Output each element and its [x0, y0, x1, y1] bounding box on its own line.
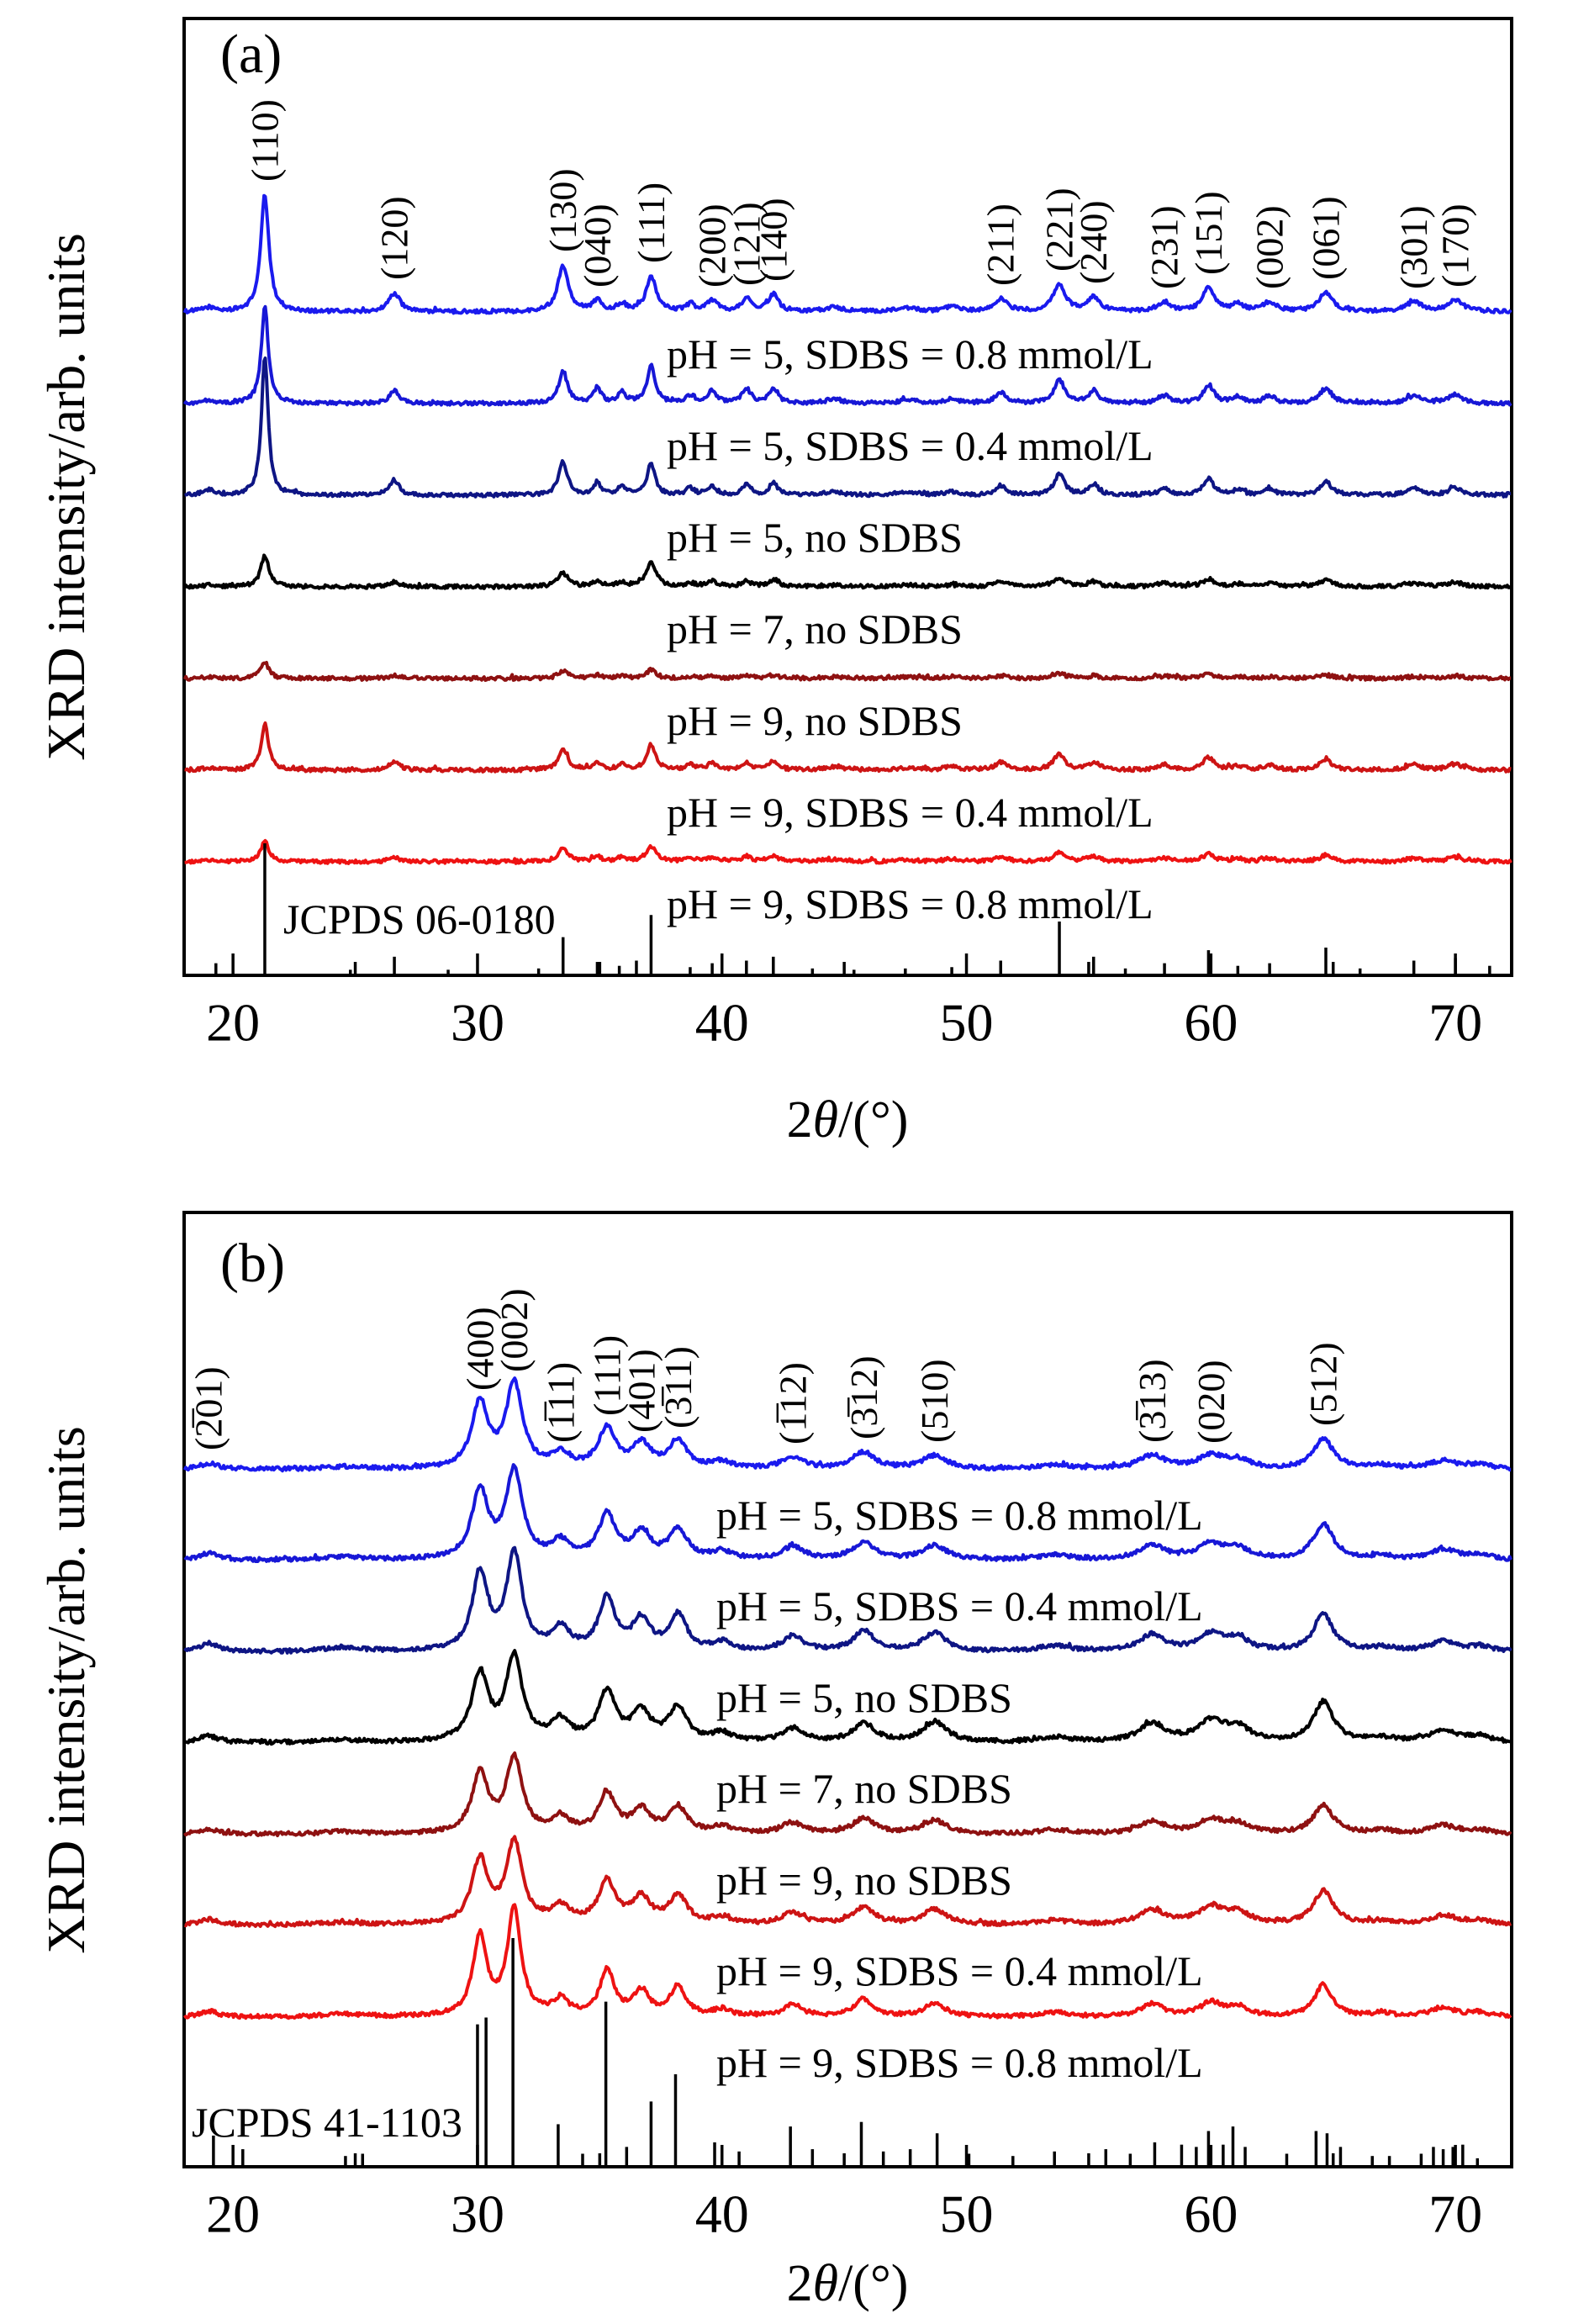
peak-label: (512): [1302, 1342, 1345, 1426]
curve-label: pH = 9, SDBS = 0.4 mmol/L: [716, 1947, 1203, 1994]
peak-label: (231): [1143, 205, 1186, 289]
x-tick-label: 20: [206, 2184, 260, 2244]
x-tick-label: 30: [451, 2184, 504, 2244]
panel-b-ylabel: XRD intensity/arb. units: [36, 1426, 96, 1954]
peak-label: (151): [1187, 191, 1230, 275]
panel-b-letter: (b): [220, 1233, 285, 1294]
peak-label: (121): [725, 202, 768, 286]
peak-label: (1̅12): [772, 1362, 815, 1445]
panel-b-plot: 20 30 40 50 60 70(2̅01)(400)(002)(1̅11) (111)(…: [182, 1211, 1513, 2244]
xrd-curve: [182, 1376, 1512, 1473]
xrd-curve: [184, 721, 1512, 774]
peak-label: (061): [1305, 196, 1348, 280]
x-tick-label: 70: [1428, 2184, 1482, 2244]
panel-a-xlabel: 2θ/(°): [787, 1091, 909, 1149]
curve-label: pH = 5, SDBS = 0.8 mmol/L: [716, 1492, 1203, 1539]
x-tick-label: 50: [940, 2184, 994, 2244]
peak-label: (1̅11): [539, 1362, 582, 1443]
curve-label: pH = 9, no SDBS: [667, 697, 963, 744]
peak-label: (3̅13): [1131, 1359, 1174, 1443]
panel-a-letter: (a): [220, 24, 282, 85]
panel-b-jcpds-label: JCPDS 41-1103: [192, 2099, 462, 2146]
x-tick-label: 70: [1428, 993, 1482, 1053]
xrd-curve: [184, 1649, 1512, 1746]
peak-label: (510): [913, 1359, 956, 1443]
xrd-curve: [182, 193, 1512, 315]
xrd-curve: [183, 1835, 1512, 1929]
curve-label: pH = 5, SDBS = 0.4 mmol/L: [667, 422, 1153, 469]
x-tick-label: 40: [695, 993, 749, 1053]
peak-label: (110): [244, 99, 287, 182]
peak-label: (240): [1072, 200, 1115, 284]
x-tick-label: 30: [451, 993, 504, 1053]
peak-label: (2̅01): [187, 1366, 230, 1450]
curve-label: pH = 9, no SDBS: [716, 1857, 1012, 1904]
xrd-curve: [182, 1903, 1512, 2020]
xrd-curve: [182, 1751, 1512, 1838]
peak-label: (120): [373, 196, 416, 280]
curve-label: pH = 5, no SDBS: [716, 1674, 1012, 1721]
curve-label: pH = 9, SDBS = 0.8 mmol/L: [716, 2039, 1203, 2086]
curve-label: pH = 7, no SDBS: [716, 1765, 1012, 1812]
xrd-curve: [182, 304, 1512, 407]
xrd-curve: [184, 838, 1512, 865]
peak-label: (211): [979, 203, 1022, 286]
plot-border: [182, 1211, 1513, 2168]
peak-label: (130): [541, 168, 584, 252]
panel-a-plot: 20 30 40 50 60 70 (110) (120) (130)(040) (111) (20…: [182, 17, 1513, 1053]
peak-label: (3̅11): [657, 1346, 699, 1429]
peak-label: (002): [1248, 205, 1291, 289]
peak-label: (002): [493, 1288, 536, 1372]
panel-b-xlabel: 2θ/(°): [787, 2255, 909, 2312]
peak-label: (040): [576, 203, 619, 288]
curve-label: pH = 5, SDBS = 0.4 mmol/L: [716, 1582, 1203, 1629]
peak-label: (170): [1434, 203, 1477, 288]
peak-label: (200): [691, 203, 734, 288]
plot-border: [182, 17, 1513, 977]
peak-label: (401): [620, 1349, 663, 1433]
peak-label: (3̅12): [842, 1355, 885, 1439]
x-tick-label: 50: [940, 993, 994, 1053]
x-tick-label: 60: [1184, 993, 1238, 1053]
x-tick-label: 40: [695, 2184, 749, 2244]
peak-label: (301): [1392, 205, 1435, 289]
xrd-curve: [184, 357, 1512, 499]
peak-label: (140): [752, 198, 794, 282]
curve-label: pH = 5, SDBS = 0.8 mmol/L: [667, 330, 1153, 378]
curve-label: pH = 9, SDBS = 0.4 mmol/L: [667, 789, 1153, 836]
panel-a-jcpds-label: JCPDS 06-0180: [283, 895, 556, 943]
curve-label: pH = 9, SDBS = 0.8 mmol/L: [667, 880, 1153, 927]
xrd-curve: [182, 661, 1512, 682]
peak-label: (400): [458, 1307, 501, 1391]
curve-label: pH = 5, no SDBS: [667, 514, 963, 561]
x-tick-label: 20: [206, 993, 260, 1053]
xrd-curve: [182, 1545, 1512, 1655]
panel-a-ylabel: XRD intensity/arb. units: [36, 233, 96, 761]
peak-label: (111): [630, 182, 673, 263]
curve-label: pH = 7, no SDBS: [667, 605, 963, 652]
xrd-curve: [183, 1463, 1512, 1563]
peak-label: (111): [586, 1335, 629, 1416]
peak-label: (221): [1038, 188, 1081, 272]
peak-label: (020): [1190, 1360, 1233, 1444]
x-tick-label: 60: [1184, 2184, 1238, 2244]
xrd-curve: [183, 553, 1512, 590]
